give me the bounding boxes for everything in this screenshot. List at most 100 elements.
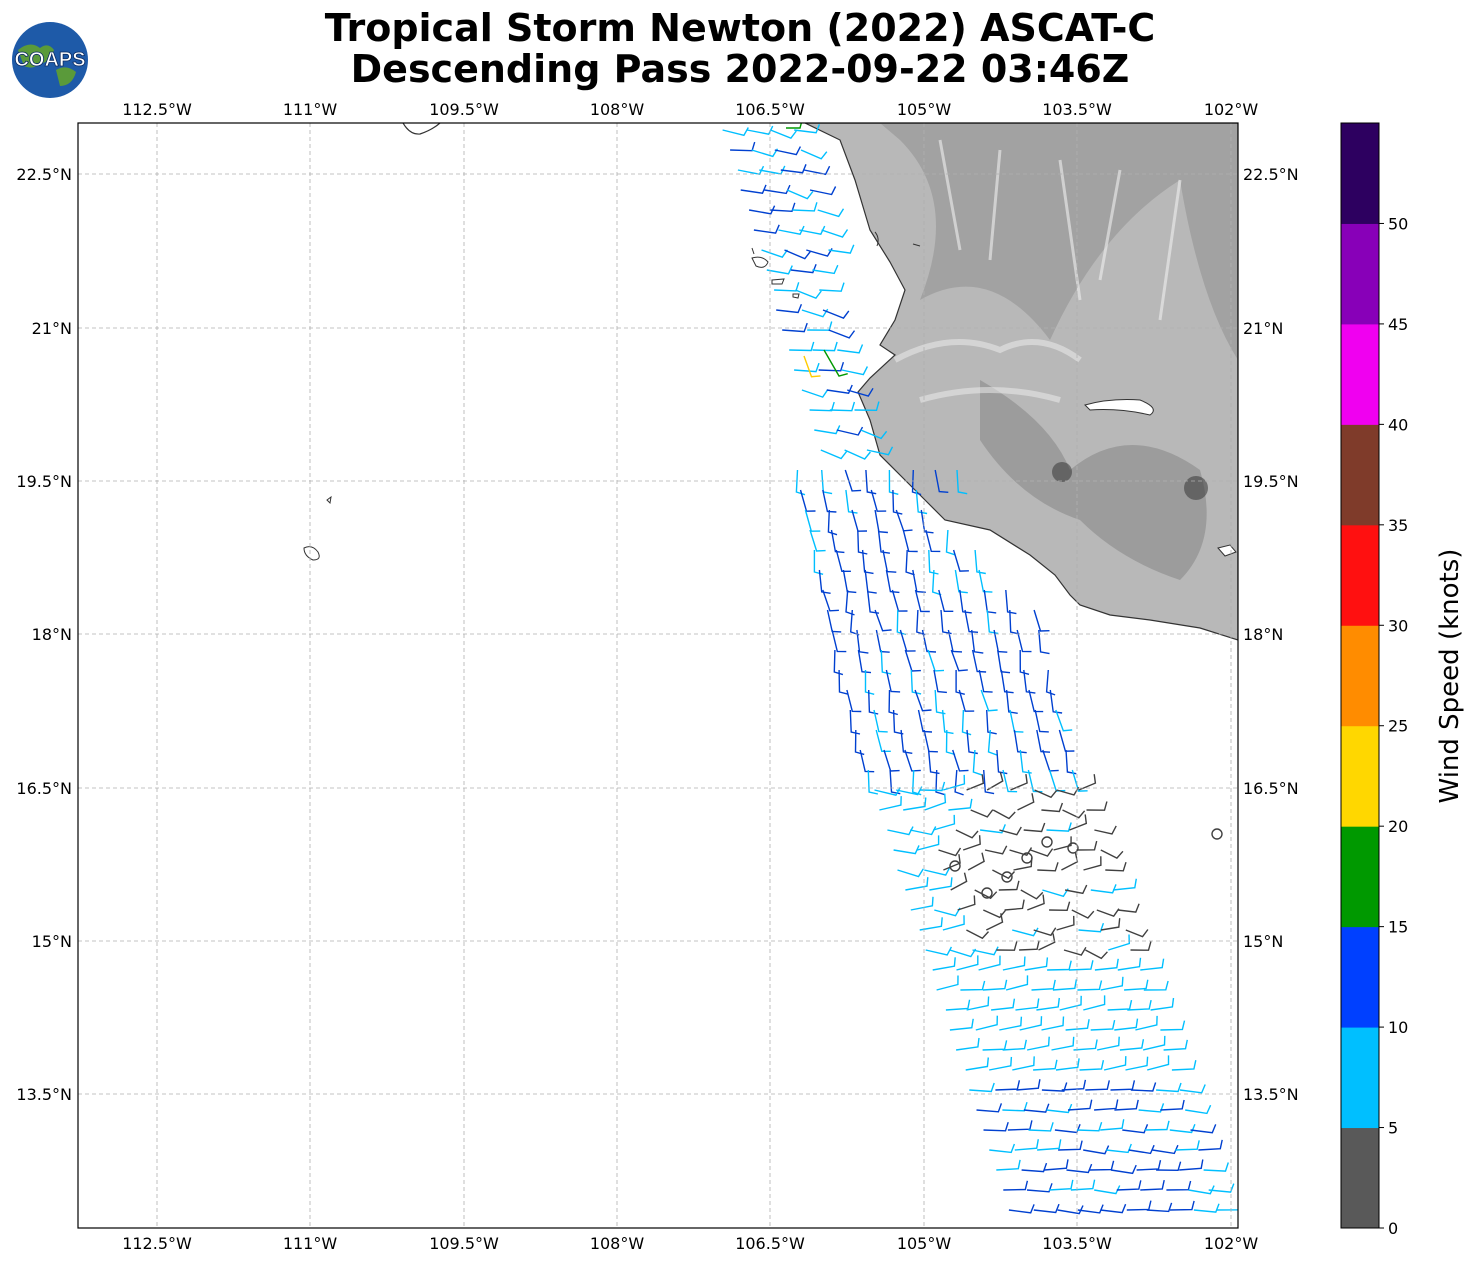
lat-label: 21°N (32, 319, 72, 338)
wind-barb (1005, 589, 1017, 615)
wind-barb (822, 589, 839, 612)
wind-barb (812, 341, 838, 352)
wind-barb (1045, 669, 1056, 696)
wind-barb (1026, 1036, 1050, 1051)
wind-barb (936, 975, 959, 991)
lat-label: 16.5°N (16, 779, 72, 798)
calm-wind-circle (1001, 871, 1013, 883)
wind-barb (1143, 980, 1169, 991)
wind-barb (928, 549, 939, 575)
wind-barb (1100, 976, 1124, 991)
wind-barb (1179, 1084, 1206, 1094)
wind-barb (722, 127, 749, 137)
wind-barb (978, 955, 1001, 971)
wind-barb (845, 489, 858, 514)
wind-barb (1119, 1039, 1145, 1051)
wind-barb (888, 469, 899, 495)
lon-label: 111°W (283, 1234, 338, 1253)
gridlines (78, 123, 1238, 1228)
wind-barb (1033, 1059, 1058, 1071)
wind-barb (1166, 1180, 1192, 1191)
wind-barb (1007, 1120, 1033, 1131)
wind-barb (921, 629, 937, 653)
wind-barb (874, 509, 888, 534)
wind-barb (960, 980, 986, 991)
wind-barb (996, 749, 1008, 775)
wind-barb (829, 401, 856, 412)
islas-marias (751, 256, 769, 268)
wind-barb (786, 123, 803, 129)
wind-barb (1008, 1204, 1035, 1214)
wind-barb (905, 549, 915, 576)
wind-barb (1054, 1123, 1081, 1134)
wind-barb (841, 366, 869, 376)
wind-barb (1076, 1121, 1103, 1132)
wind-barb (1002, 1039, 1027, 1051)
wind-barb (1017, 793, 1035, 811)
wind-barb (795, 289, 822, 300)
wind-barb (854, 401, 880, 412)
lat-label: 19.5°N (1243, 472, 1299, 491)
colorbar-tick-label: 30 (1388, 616, 1408, 635)
wind-barb (1037, 862, 1059, 872)
lat-label: 22.5°N (16, 165, 72, 184)
wind-barb (904, 649, 921, 672)
wind-barb (857, 529, 868, 555)
wind-barb (1042, 888, 1069, 898)
wind-barb (1096, 908, 1120, 917)
wind-barb (1144, 1120, 1170, 1131)
lon-label: 102°W (1204, 100, 1259, 119)
wind-barb (766, 265, 793, 275)
wind-barb (1016, 629, 1032, 653)
colorbar-segment (1341, 725, 1379, 827)
wind-barb (836, 426, 864, 436)
wind-barb (1156, 1161, 1182, 1172)
wind-barb (916, 609, 926, 636)
wind-barb (1024, 957, 1049, 971)
wind-barb (847, 387, 874, 397)
wind-barb (864, 670, 875, 695)
wind-barb (804, 509, 821, 532)
colorbar-segment (1341, 424, 1379, 526)
wind-barb (1038, 933, 1056, 951)
wind-barb (1038, 629, 1050, 655)
wind-barb (1140, 1179, 1165, 1191)
lat-label: 13.5°N (1243, 1085, 1299, 1104)
wind-barb (1090, 884, 1117, 894)
wind-barb (1034, 789, 1058, 799)
wind-barb (1053, 836, 1072, 851)
wind-barb (809, 529, 826, 552)
wind-barb (786, 189, 814, 200)
colorbar-segment (1341, 323, 1379, 425)
colorbar-tick-label: 15 (1388, 918, 1408, 937)
wind-barb (1067, 1099, 1093, 1111)
wind-barb (1042, 749, 1059, 772)
lat-label: 15°N (32, 932, 72, 951)
colorbar-segment (1341, 625, 1379, 727)
wind-barb (1037, 1139, 1062, 1151)
wind-barb (933, 669, 947, 694)
wind-barb (1089, 1160, 1115, 1171)
wind-barb (934, 907, 961, 917)
wind-barb (1198, 1139, 1223, 1151)
colorbar-tick-label: 40 (1388, 415, 1408, 434)
wind-barb (954, 769, 964, 796)
wind-barb (917, 709, 933, 733)
wind-barb (927, 749, 940, 775)
lon-label: 105°W (897, 100, 952, 119)
wind-barb (982, 979, 1008, 991)
wind-barb (985, 913, 1004, 931)
wind-barb (774, 146, 802, 156)
wind-barb (1002, 956, 1026, 971)
wind-barb (844, 469, 862, 492)
wind-barb (764, 184, 791, 195)
wind-barb (904, 749, 921, 772)
wind-barb (885, 569, 900, 594)
wind-barb (812, 264, 839, 275)
wind-barb (874, 609, 892, 632)
wind-barb (975, 1015, 998, 1031)
lon-label: 106.5°W (735, 100, 805, 119)
wind-barb (1064, 884, 1088, 895)
wind-barb (1069, 814, 1088, 831)
wind-barb (998, 880, 1020, 891)
